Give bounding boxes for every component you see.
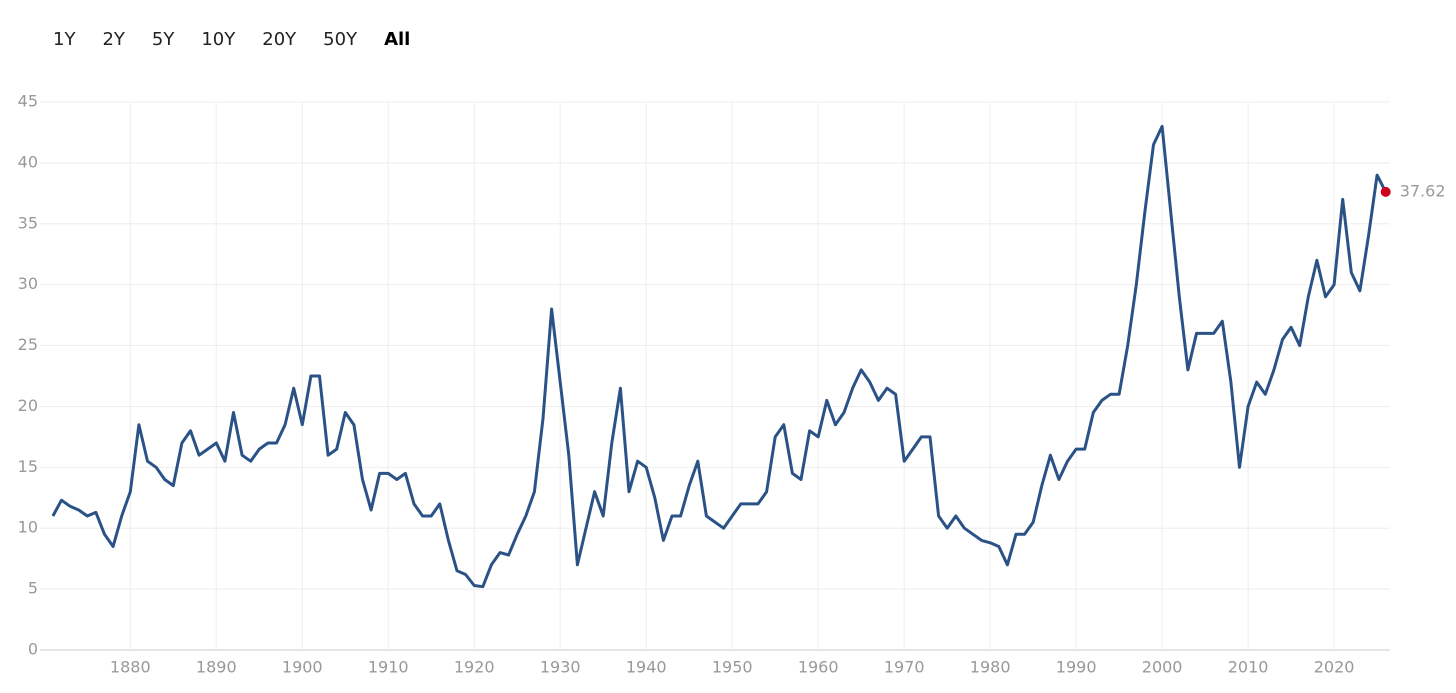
range-button[interactable]: 20Y <box>262 29 297 50</box>
range-button[interactable]: 2Y <box>102 29 125 50</box>
y-tick-label: 35 <box>18 213 38 232</box>
x-tick-label: 2020 <box>1314 658 1355 677</box>
last-point <box>1380 186 1391 197</box>
x-tick-label: 1980 <box>970 658 1011 677</box>
range-button[interactable]: 5Y <box>152 29 175 50</box>
x-tick-label: 1950 <box>712 658 753 677</box>
y-tick-label: 40 <box>18 152 38 171</box>
x-tick-label: 1990 <box>1056 658 1097 677</box>
y-tick-label: 45 <box>18 92 38 111</box>
range-button[interactable]: 10Y <box>201 29 236 50</box>
x-tick-label: 1960 <box>798 658 839 677</box>
x-tick-label: 1890 <box>196 658 237 677</box>
range-button[interactable]: 1Y <box>53 29 76 50</box>
x-tick-label: 1910 <box>368 658 409 677</box>
y-tick-label: 25 <box>18 335 38 354</box>
x-tick-label: 1970 <box>884 658 925 677</box>
y-tick-label: 5 <box>28 579 38 598</box>
y-tick-label: 15 <box>18 457 38 476</box>
x-tick-label: 1920 <box>454 658 495 677</box>
x-tick-label: 2010 <box>1228 658 1269 677</box>
last-value-label: 37.62 <box>1400 181 1446 200</box>
series-line <box>51 124 1388 589</box>
range-button[interactable]: 50Y <box>323 29 358 50</box>
y-tick-label: 0 <box>28 640 38 659</box>
x-tick-label: 1900 <box>282 658 323 677</box>
range-button[interactable]: All <box>384 29 410 50</box>
x-tick-label: 1930 <box>540 658 581 677</box>
x-tick-label: 2000 <box>1142 658 1183 677</box>
y-tick-label: 10 <box>18 518 38 537</box>
y-tick-label: 30 <box>18 274 38 293</box>
x-tick-label: 1880 <box>110 658 151 677</box>
x-tick-label: 1940 <box>626 658 667 677</box>
y-tick-label: 20 <box>18 396 38 415</box>
